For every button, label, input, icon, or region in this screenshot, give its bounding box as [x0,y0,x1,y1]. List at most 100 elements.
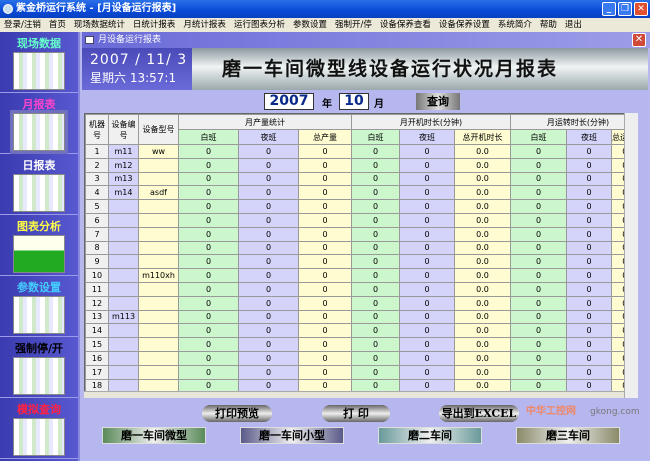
cell-value: 0 [399,240,456,256]
cell-device-model [138,295,179,311]
cell-value: 0 [297,337,353,352]
cell-value: 0.0 [454,281,512,297]
close-button[interactable]: ✕ [634,2,648,16]
cell-device-code: m14 [108,185,139,201]
sidebar-item[interactable]: 现场数据 [0,32,78,93]
sidebar-item[interactable]: 图表分析 [0,215,78,276]
cell-value: 0 [566,378,613,394]
cell-value: 0 [510,212,568,228]
menu-item[interactable]: 系统简介 [497,20,532,30]
cell-value: 0 [351,281,401,297]
menu-item[interactable]: 首页 [48,20,66,30]
cell-value: 0 [297,212,353,228]
horizontal-scrollbar[interactable] [84,391,624,398]
sidebar-item-label: 日报表 [22,159,56,172]
menubar: 登录/注销 首页 现场数据统计 日统计报表 月统计报表 运行图表分析 参数设置 强制开/停 设备… [0,18,650,32]
datetime-panel: 2007 / 11/ 3 星期六 13:57:1 [82,48,192,90]
workshop-button-4[interactable]: 磨三车间 [516,427,620,444]
cell-value: 0 [566,295,613,311]
child-titlebar: 月设备运行报表 ✕ [82,32,650,48]
cell-value: 0 [399,199,456,214]
cell-value: 0.0 [454,309,512,325]
subheader: 夜班 [238,129,299,145]
child-close-button[interactable]: ✕ [632,33,646,47]
menu-item[interactable]: 现场数据统计 [73,20,125,30]
minimize-button[interactable]: _ [602,2,616,16]
vertical-scrollbar[interactable] [624,113,638,398]
month-input[interactable]: 10 [339,93,369,110]
cell-value: 0 [566,157,613,173]
menu-item[interactable]: 帮助 [539,20,557,30]
cell-value: 0 [351,185,401,201]
cell-value: 0 [178,364,239,380]
sidebar-item[interactable]: 参数设置 [0,276,78,337]
menu-item[interactable]: 强制开/停 [334,20,372,30]
workshop-button-1[interactable]: 磨一车间微型 [102,427,206,444]
menu-item[interactable]: 设备保养查看 [379,20,431,30]
cell-value: 0 [566,337,613,352]
cell-value: 0 [178,212,239,228]
cell-machine-no: 17 [85,364,109,380]
cell-value: 0 [351,323,401,339]
cell-device-code: m113 [108,309,139,325]
cell-device-model: asdf [138,185,179,201]
export-excel-button[interactable]: 导出到EXCEL [439,405,519,422]
sidebar: 现场数据月报表日报表图表分析 参数设置 强制停/开 模拟查询 [0,32,80,461]
print-preview-button[interactable]: 打印预览 [202,405,272,422]
cell-device-code [108,281,139,297]
print-button[interactable]: 打 印 [322,405,390,422]
month-label: 月 [374,99,384,110]
menu-item[interactable]: 月统计报表 [183,20,226,30]
menu-item[interactable]: 日统计报表 [132,20,176,30]
workshop-button-3[interactable]: 磨二车间 [378,427,482,444]
menu-item[interactable]: 退出 [564,20,582,30]
workshop-button-2[interactable]: 磨一车间小型 [240,427,344,444]
cell-device-code [108,364,139,380]
menu-item[interactable]: 参数设置 [292,20,327,30]
app-titlebar: 紫金桥运行系统 - [月设备运行报表] _ ❐ ✕ [0,0,650,18]
year-input[interactable]: 2007 [264,93,314,110]
cell-value: 0 [399,212,456,228]
menu-item[interactable]: 设备保养设置 [438,20,490,30]
cell-value: 0 [178,240,239,256]
sidebar-item-label: 月报表 [22,98,56,111]
sidebar-item[interactable]: 月报表 [0,93,78,154]
sidebar-thumbnail [13,52,65,90]
cell-value: 0 [238,240,299,256]
cell-machine-no: 9 [85,254,109,270]
sidebar-item[interactable]: 强制停/开 [0,337,78,398]
app-icon [3,4,13,14]
sidebar-thumbnail [13,296,65,334]
cell-value: 0 [351,337,401,352]
sidebar-thumbnail [13,418,65,456]
cell-device-model [138,337,179,352]
cell-value: 0.0 [454,268,512,283]
menu-item[interactable]: 登录/注销 [4,20,41,30]
query-button[interactable]: 查询 [416,93,460,110]
cell-device-code [108,199,139,214]
cell-value: 0 [238,378,299,394]
sidebar-item[interactable]: 模拟查询 [0,398,78,459]
cell-value: 0 [238,185,299,201]
sidebar-item[interactable]: 日报表 [0,154,78,215]
menu-item[interactable]: 运行图表分析 [233,20,285,30]
restore-button[interactable]: ❐ [618,2,632,16]
